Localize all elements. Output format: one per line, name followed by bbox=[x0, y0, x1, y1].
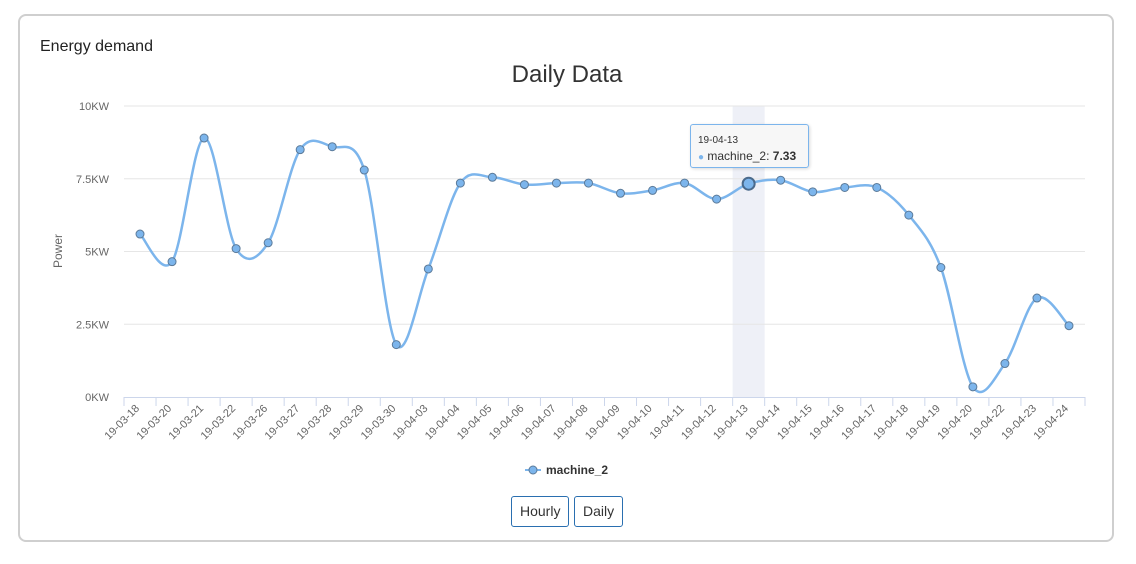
y-axis-label: Power bbox=[51, 234, 65, 268]
data-point bbox=[359, 165, 369, 175]
chart-title: Daily Data bbox=[512, 61, 623, 88]
chart-card bbox=[18, 14, 1114, 542]
data-point bbox=[519, 180, 529, 190]
y-tick-label: 2.5KW bbox=[76, 319, 110, 331]
legend-marker bbox=[528, 465, 538, 475]
data-point bbox=[936, 263, 946, 273]
data-point bbox=[808, 187, 818, 197]
data-point bbox=[616, 188, 626, 198]
data-point bbox=[167, 257, 177, 267]
data-point bbox=[231, 244, 241, 254]
y-tick-label: 5KW bbox=[85, 247, 109, 259]
data-point bbox=[648, 185, 658, 195]
data-point bbox=[583, 178, 593, 188]
series-line-machine_2 bbox=[139, 136, 1070, 394]
y-tick-label: 0KW bbox=[85, 392, 109, 404]
data-point bbox=[487, 172, 497, 182]
data-point bbox=[1064, 321, 1074, 331]
tooltip-line: ● machine_2: 7.33 bbox=[698, 149, 797, 163]
tooltip-series-dot: ● bbox=[698, 152, 705, 163]
tooltip-value: 7.33 bbox=[772, 149, 797, 163]
data-point bbox=[712, 194, 722, 204]
data-point bbox=[263, 238, 273, 248]
legend-label: machine_2 bbox=[546, 463, 608, 477]
tooltip-series-name: machine_2 bbox=[707, 149, 767, 163]
data-point bbox=[968, 382, 978, 392]
hourly-button[interactable]: Hourly bbox=[511, 496, 569, 527]
data-point bbox=[872, 182, 882, 192]
tooltip-date: 19-04-13 bbox=[698, 135, 739, 146]
data-point bbox=[455, 178, 465, 188]
point-tooltip: 19-04-13 ● machine_2: 7.33 bbox=[690, 124, 809, 168]
data-point bbox=[741, 176, 756, 191]
data-point bbox=[840, 182, 850, 192]
data-point bbox=[1032, 293, 1042, 303]
data-point bbox=[135, 229, 145, 239]
data-point bbox=[199, 133, 209, 143]
card-title: Energy demand bbox=[40, 38, 153, 55]
data-point bbox=[327, 142, 337, 152]
data-point bbox=[680, 178, 690, 188]
daily-button[interactable]: Daily bbox=[574, 496, 623, 527]
x-tick-label: 19-04-10 bbox=[615, 403, 655, 443]
data-point bbox=[423, 264, 433, 274]
data-point bbox=[1000, 359, 1010, 369]
data-point bbox=[776, 175, 786, 185]
x-tick-label: 19-04-24 bbox=[1031, 403, 1071, 443]
data-point bbox=[551, 178, 561, 188]
data-point bbox=[904, 210, 914, 220]
data-point bbox=[295, 145, 305, 155]
data-point bbox=[391, 340, 401, 350]
y-tick-label: 7.5KW bbox=[76, 174, 110, 186]
y-tick-label: 10KW bbox=[79, 101, 110, 113]
